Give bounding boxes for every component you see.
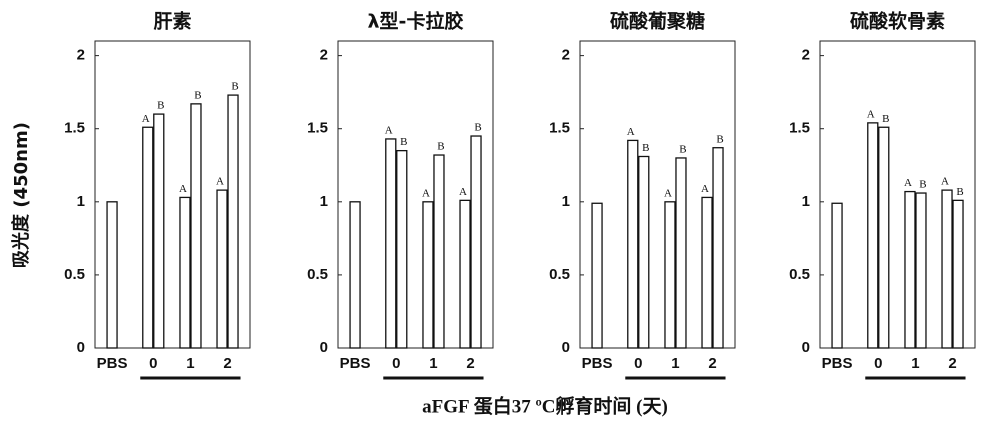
y-tick-label: 0 <box>77 339 85 356</box>
bar <box>459 199 471 349</box>
x-tick-label: PBS <box>340 355 371 372</box>
bar-letter: B <box>956 186 963 198</box>
bar <box>638 155 650 349</box>
bar <box>433 154 445 349</box>
y-tick-label: 1 <box>320 193 328 210</box>
bar <box>904 190 916 349</box>
bar-letter: B <box>716 133 723 145</box>
y-tick-label: 1.5 <box>64 120 85 137</box>
y-tick-label: 1 <box>77 193 85 210</box>
y-tick-label: 0 <box>320 339 328 356</box>
y-tick-label: 0.5 <box>64 266 85 283</box>
bar-letter: B <box>882 113 889 125</box>
bar <box>396 149 408 349</box>
bar-letter: B <box>474 122 481 134</box>
bar <box>179 196 191 349</box>
bar-letter: A <box>422 187 430 199</box>
bar-letter: A <box>459 186 467 198</box>
bar <box>153 113 165 349</box>
chart-title: 硫酸葡聚糖 <box>610 10 705 33</box>
bar-letter: A <box>179 183 187 195</box>
bar <box>142 126 154 349</box>
y-tick-label: 2 <box>77 47 85 64</box>
bar <box>422 201 434 349</box>
x-tick-label: PBS <box>582 355 613 372</box>
x-tick-label: 1 <box>429 355 437 372</box>
bar-letter: B <box>679 143 686 155</box>
axes-box <box>94 40 251 349</box>
y-tick-label: 1.5 <box>789 120 810 137</box>
bar <box>627 139 639 349</box>
bar <box>701 196 713 349</box>
x-tick-label: 0 <box>874 355 882 372</box>
x-tick-label: 0 <box>149 355 157 372</box>
y-tick-label: 0.5 <box>549 266 570 283</box>
bar-letter: A <box>664 187 672 199</box>
bar-letter: A <box>904 177 912 189</box>
bar-letter: A <box>627 126 635 138</box>
x-tick-label: 2 <box>466 355 474 372</box>
bar-letter: B <box>919 179 926 191</box>
chart-title: 硫酸软骨素 <box>850 10 945 33</box>
y-tick-label: 0 <box>562 339 570 356</box>
bar <box>675 157 687 349</box>
x-tick-label: 0 <box>634 355 642 372</box>
bar-letter: A <box>216 176 224 188</box>
x-tick-label: PBS <box>822 355 853 372</box>
chart-title: λ型-卡拉胶 <box>368 10 464 33</box>
bar-letter: B <box>194 89 201 101</box>
y-tick-label: 2 <box>802 47 810 64</box>
bar-letter: B <box>437 141 444 153</box>
bar-letter: A <box>941 176 949 188</box>
y-axis-label: 吸光度 (450nm) <box>10 122 32 268</box>
y-tick-label: 0.5 <box>789 266 810 283</box>
bar-letter: B <box>157 100 164 112</box>
axes-box <box>579 40 736 349</box>
chart-title: 肝素 <box>153 10 191 33</box>
bar-letter: B <box>400 136 407 148</box>
y-tick-label: 0.5 <box>307 266 328 283</box>
bar-letter: B <box>642 142 649 154</box>
y-tick-label: 1 <box>562 193 570 210</box>
bar <box>664 201 676 349</box>
y-tick-label: 2 <box>562 47 570 64</box>
bar-letter: A <box>701 183 709 195</box>
bar-letter: A <box>142 113 150 125</box>
axes-box <box>337 40 494 349</box>
bar <box>952 199 964 349</box>
y-tick-label: 1 <box>802 193 810 210</box>
axes-box <box>819 40 976 349</box>
bar-letter: A <box>385 124 393 136</box>
bar <box>385 138 397 349</box>
bar <box>106 201 118 349</box>
x-tick-label: 0 <box>392 355 400 372</box>
x-tick-label: 1 <box>911 355 919 372</box>
bar <box>831 202 843 349</box>
y-tick-label: 2 <box>320 47 328 64</box>
bar <box>470 135 482 349</box>
y-tick-label: 1.5 <box>307 120 328 137</box>
x-axis-label: aFGF 蛋白37 ºC孵育时间 (天) <box>422 394 668 417</box>
y-tick-label: 0 <box>802 339 810 356</box>
x-tick-label: 1 <box>671 355 679 372</box>
bar-letter: A <box>867 108 875 120</box>
y-tick-label: 1.5 <box>549 120 570 137</box>
x-tick-label: 1 <box>186 355 194 372</box>
bar <box>941 189 953 349</box>
bar <box>349 201 361 349</box>
bar <box>915 192 927 349</box>
x-tick-label: 2 <box>708 355 716 372</box>
bar <box>227 94 239 349</box>
x-tick-label: 2 <box>948 355 956 372</box>
bar <box>712 147 724 349</box>
bar <box>867 122 879 349</box>
bar <box>878 126 890 349</box>
bar <box>190 103 202 349</box>
x-tick-label: PBS <box>97 355 128 372</box>
x-tick-label: 2 <box>223 355 231 372</box>
bar-letter: B <box>231 81 238 93</box>
bar <box>591 202 603 349</box>
bar <box>216 189 228 349</box>
